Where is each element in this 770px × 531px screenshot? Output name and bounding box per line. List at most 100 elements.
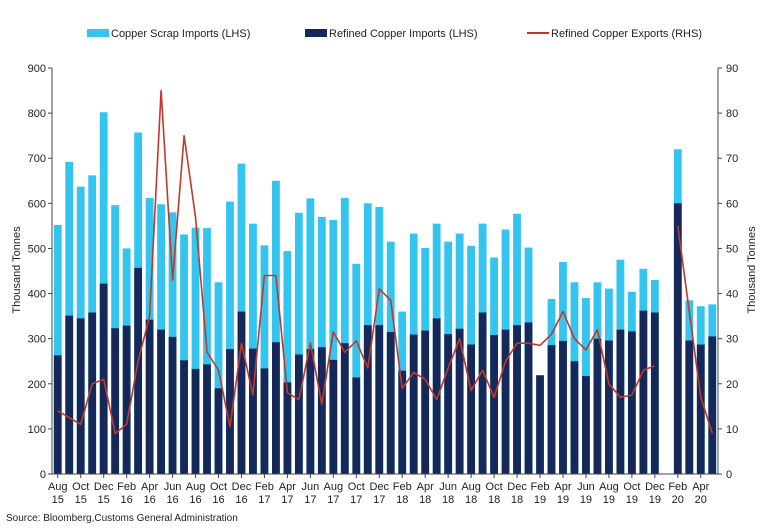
bar-scrap xyxy=(329,220,338,474)
legend: Copper Scrap Imports (LHS) Refined Coppe… xyxy=(87,28,702,40)
bar-refined-imports xyxy=(582,376,590,474)
bar-refined-imports xyxy=(122,325,131,474)
bar-refined-imports xyxy=(317,347,326,474)
y-right-tick-label: 20 xyxy=(726,379,738,391)
y-right-tick-label: 70 xyxy=(726,153,738,165)
legend-swatch-scrap xyxy=(87,29,109,37)
bar-refined-imports xyxy=(478,312,487,474)
bar-refined-imports xyxy=(191,368,200,474)
y-right-tick-label: 30 xyxy=(726,334,738,346)
legend-label-exports: Refined Copper Exports (RHS) xyxy=(551,28,702,40)
bar-refined-imports xyxy=(627,331,636,474)
y-left-tick-label: 600 xyxy=(28,198,46,210)
bar-refined-imports xyxy=(444,334,453,474)
bar-refined-imports xyxy=(455,328,464,474)
bar-refined-imports xyxy=(237,311,246,474)
exports-line-layer xyxy=(57,89,714,435)
bar-refined-imports xyxy=(363,325,372,474)
y-left-tick-label: 0 xyxy=(40,469,46,481)
bar-scrap xyxy=(180,234,188,474)
x-tick-label: Apr 18 xyxy=(417,481,434,506)
bar-refined-imports xyxy=(53,355,62,474)
bar-refined-imports xyxy=(501,329,510,474)
bar-refined-imports xyxy=(340,343,349,474)
x-tick-label: Aug 17 xyxy=(324,481,344,506)
bar-refined-imports xyxy=(352,377,361,474)
x-tick-label: Aug 15 xyxy=(48,481,68,506)
legend-label-refined-imports: Refined Copper Imports (LHS) xyxy=(329,28,478,40)
y-right-tick-label: 50 xyxy=(726,243,738,255)
x-tick-label: Feb 19 xyxy=(531,481,550,506)
x-tick-label: Jun 19 xyxy=(577,481,595,506)
bar-refined-imports xyxy=(639,310,648,474)
x-tick-label: Apr 17 xyxy=(279,481,296,506)
y-left-tick-label: 200 xyxy=(28,379,46,391)
bar-refined-imports xyxy=(513,325,521,474)
bar-scrap xyxy=(283,251,292,474)
x-tick-label: Oct 16 xyxy=(210,481,227,506)
bar-refined-imports xyxy=(673,203,682,475)
bar-refined-imports xyxy=(559,340,567,474)
bar-scrap xyxy=(352,263,361,474)
bar-refined-imports xyxy=(180,360,188,474)
bar-refined-imports xyxy=(421,330,430,474)
x-tick-label: Feb 20 xyxy=(668,481,687,506)
x-tick-label: Oct 15 xyxy=(72,481,89,506)
bar-refined-imports xyxy=(605,340,613,474)
bar-refined-imports xyxy=(214,388,223,474)
x-tick-label: Jun 16 xyxy=(164,481,182,506)
bar-scrap xyxy=(294,212,303,474)
bar-refined-imports xyxy=(134,267,143,474)
y-right-tick-label: 10 xyxy=(726,424,738,436)
y-right-tick-label: 0 xyxy=(726,469,732,481)
bar-refined-imports xyxy=(616,329,625,474)
bar-refined-imports xyxy=(708,336,717,474)
y-axis-left-ticks: 0 100 200 300 400 500 600 700 800 900 xyxy=(28,63,52,481)
bar-refined-imports xyxy=(329,359,338,474)
bar-refined-imports xyxy=(524,322,533,474)
y-axis-right-title: Thousand Tonnes xyxy=(746,226,758,314)
bar-scrap xyxy=(191,227,200,474)
bar-refined-imports xyxy=(111,328,120,474)
y-right-tick-label: 80 xyxy=(726,108,738,120)
x-tick-label: Dec 17 xyxy=(369,481,389,506)
bar-scrap xyxy=(272,180,280,474)
bar-scrap xyxy=(317,216,326,474)
y-left-tick-label: 700 xyxy=(28,153,46,165)
x-tick-label: Dec 16 xyxy=(232,481,252,506)
y-axis-right-ticks: 0 10 20 30 40 50 60 70 80 90 xyxy=(718,63,738,481)
bar-refined-imports xyxy=(203,364,211,474)
y-left-tick-label: 400 xyxy=(28,289,46,301)
bar-refined-imports xyxy=(145,319,154,474)
x-tick-label: Feb 18 xyxy=(393,481,412,506)
bar-scrap xyxy=(306,198,315,475)
bar-refined-imports xyxy=(157,329,165,474)
x-tick-label: Jun 17 xyxy=(301,481,319,506)
bar-refined-imports xyxy=(696,344,705,474)
bar-refined-imports xyxy=(168,336,177,474)
bar-scrap xyxy=(214,282,223,474)
bar-refined-imports xyxy=(536,375,544,474)
exports-line xyxy=(57,89,714,435)
x-tick-label: Dec 19 xyxy=(645,481,665,506)
y-left-tick-label: 500 xyxy=(28,243,46,255)
x-tick-label: Aug 19 xyxy=(599,481,619,506)
x-tick-label: Oct 18 xyxy=(486,481,503,506)
bar-refined-imports xyxy=(272,342,280,474)
bar-refined-imports xyxy=(386,331,395,474)
bar-refined-imports xyxy=(398,370,407,474)
x-tick-label: Jun 18 xyxy=(439,481,457,506)
bar-refined-imports xyxy=(249,348,257,474)
bar-scrap xyxy=(53,224,62,474)
bars xyxy=(53,112,717,475)
bar-scrap xyxy=(260,245,269,474)
bar-refined-imports xyxy=(88,312,97,474)
bar-refined-imports xyxy=(467,344,476,474)
x-tick-label: Dec 15 xyxy=(94,481,114,506)
x-tick-label: Apr 19 xyxy=(554,481,571,506)
x-tick-label: Dec 18 xyxy=(507,481,527,506)
bar-refined-imports xyxy=(409,334,418,474)
y-left-tick-label: 800 xyxy=(28,108,46,120)
